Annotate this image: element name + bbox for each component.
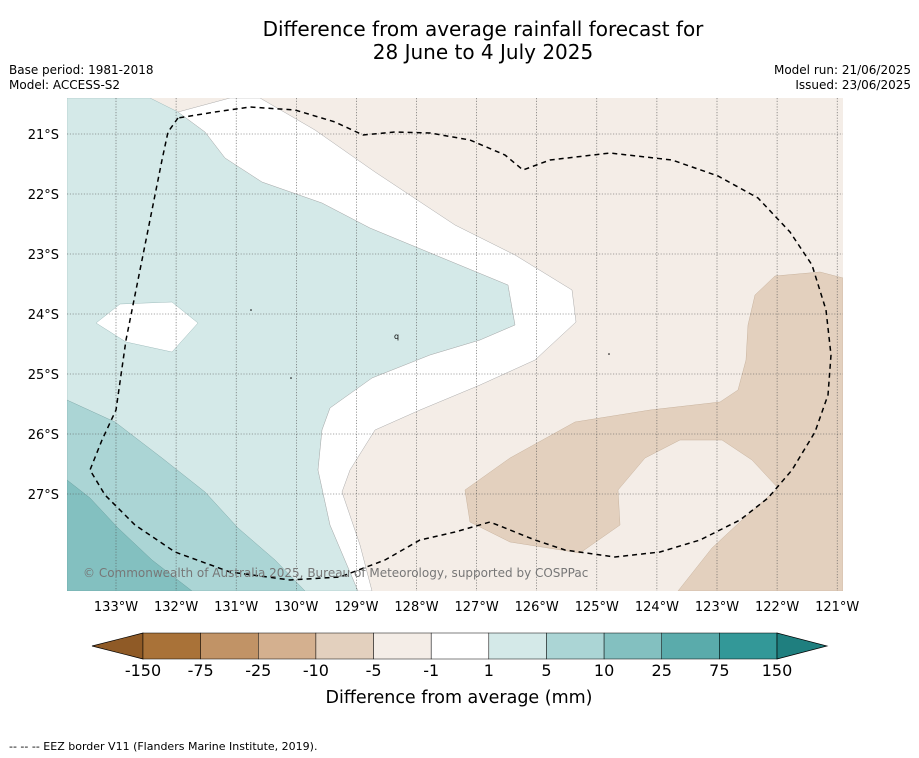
longitude-labels: 133°W 132°W 131°W 130°W 129°W 128°W 127°W 126°W… xyxy=(94,600,860,615)
colorbar-tick-label: -1 xyxy=(423,661,439,680)
colorbar-swatch xyxy=(603,632,662,660)
colorbar-swatch xyxy=(200,632,259,660)
colorbar-extend-high xyxy=(776,632,829,660)
map-title: Difference from average rainfall forecas… xyxy=(0,18,919,64)
colorbar-tick-label: -25 xyxy=(245,661,271,680)
copyright-notice: © Commonwealth of Australia 2025, Bureau… xyxy=(83,566,588,580)
map-area: q xyxy=(67,98,843,591)
issued-date: Issued: 23/06/2025 xyxy=(795,78,911,92)
colorbar-tick-label: -10 xyxy=(303,661,329,680)
model-name: Model: ACCESS-S2 xyxy=(9,78,121,92)
model-info: Base period: 1981-2018 Model: ACCESS-S2 xyxy=(9,63,154,93)
colorbar-tick-label: 10 xyxy=(594,661,614,680)
lat-label: 27°S xyxy=(28,488,59,503)
gridlines xyxy=(67,98,843,591)
colorbar xyxy=(91,632,829,660)
lon-label: 131°W xyxy=(214,600,258,615)
lat-label: 21°S xyxy=(28,128,59,143)
colorbar-extend-low xyxy=(91,632,144,660)
fill-neutral-island xyxy=(95,301,199,353)
lon-label: 133°W xyxy=(94,600,138,615)
colorbar-swatch xyxy=(488,632,547,660)
colorbar-swatch xyxy=(430,632,490,660)
colorbar-tick-label: 75 xyxy=(709,661,729,680)
colorbar-swatch xyxy=(373,632,432,660)
fill-dry-medium xyxy=(464,271,843,591)
lat-label: 26°S xyxy=(28,428,59,443)
lon-label: 127°W xyxy=(455,600,499,615)
model-run-date: Model run: 21/06/2025 xyxy=(773,63,911,77)
colorbar-swatch xyxy=(546,632,605,660)
lon-label: 132°W xyxy=(154,600,198,615)
fill-neutral-band xyxy=(177,98,577,591)
lon-label: 124°W xyxy=(635,600,679,615)
svg-text:q: q xyxy=(394,332,399,341)
fill-wet-strong xyxy=(67,479,193,591)
run-info: Model run: 21/06/2025 Issued: 23/06/2025 xyxy=(774,63,911,93)
colorbar-tick-label: 25 xyxy=(652,661,672,680)
colorbar-swatch xyxy=(719,632,778,660)
colorbar-swatch xyxy=(661,632,720,660)
lon-label: 129°W xyxy=(334,600,378,615)
latitude-labels: 21°S 22°S 23°S 24°S 25°S 26°S 27°S xyxy=(28,128,59,503)
lon-label: 128°W xyxy=(394,600,438,615)
colorbar-swatch xyxy=(142,632,201,660)
title-line-2: 28 June to 4 July 2025 xyxy=(372,40,594,64)
colorbar-tick-label: -5 xyxy=(366,661,382,680)
lon-label: 122°W xyxy=(755,600,799,615)
lat-label: 24°S xyxy=(28,308,59,323)
colorbar-tick-label: -150 xyxy=(125,661,161,680)
lon-label: 126°W xyxy=(515,600,559,615)
colorbar-swatch xyxy=(258,632,317,660)
lon-label: 125°W xyxy=(575,600,619,615)
colorbar-swatch xyxy=(315,632,374,660)
colorbar-tick-label: 1 xyxy=(484,661,494,680)
colorbar-tick-label: -75 xyxy=(188,661,214,680)
colorbar-tick-label: 5 xyxy=(541,661,551,680)
lon-label: 121°W xyxy=(815,600,859,615)
colorbar-labels: -150 -75 -25 -10 -5 -1 1 5 10 25 75 150 xyxy=(125,661,792,680)
colorbar-title: Difference from average (mm) xyxy=(325,688,592,708)
title-line-1: Difference from average rainfall forecas… xyxy=(262,17,704,41)
eez-footnote: -- -- -- EEZ border V11 (Flanders Marine… xyxy=(9,740,318,753)
base-period: Base period: 1981-2018 xyxy=(9,63,154,77)
lon-label: 123°W xyxy=(695,600,739,615)
lon-label: 130°W xyxy=(274,600,318,615)
lat-label: 25°S xyxy=(28,368,59,383)
lat-label: 22°S xyxy=(28,188,59,203)
colorbar-tick-label: 150 xyxy=(762,661,793,680)
lat-label: 23°S xyxy=(28,248,59,263)
